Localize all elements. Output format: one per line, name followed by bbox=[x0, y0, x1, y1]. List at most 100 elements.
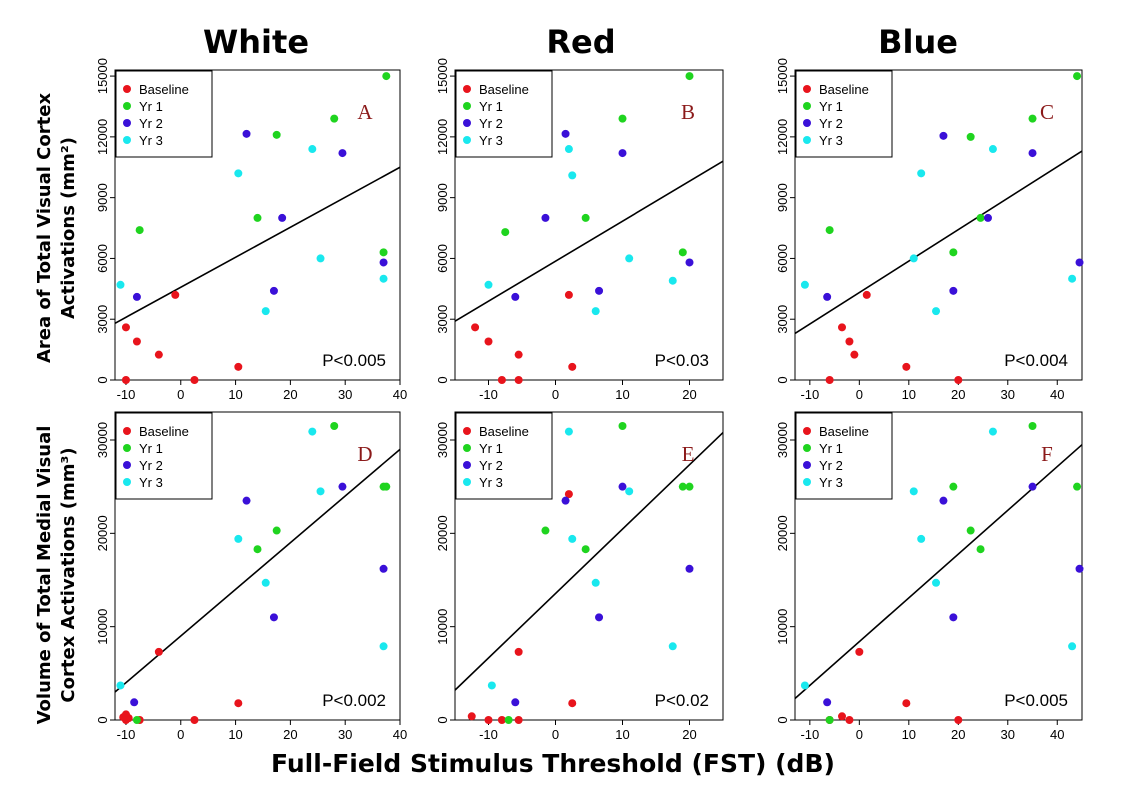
point-yr1-c bbox=[1028, 114, 1037, 123]
legend-marker-e bbox=[463, 461, 471, 469]
legend-label-d: Yr 1 bbox=[139, 441, 163, 456]
plot-frame-a bbox=[114, 69, 401, 381]
legend-e: Baseline Yr 1 Yr 2 Yr 3 bbox=[455, 412, 553, 500]
point-yr1-c bbox=[949, 248, 958, 257]
y-tick-label-b: 9000 bbox=[435, 183, 450, 212]
point-yr2-f bbox=[1028, 482, 1037, 491]
point-yr3-f bbox=[988, 427, 997, 436]
x-tick-label-b: -10 bbox=[479, 387, 498, 402]
point-yr2-f bbox=[823, 698, 832, 707]
point-yr2-f bbox=[1075, 564, 1084, 573]
point-baseline-a bbox=[190, 376, 199, 384]
p-value-c: P<0.004 bbox=[1004, 351, 1068, 370]
point-yr2-b bbox=[511, 292, 520, 301]
legend-marker-c bbox=[803, 102, 811, 110]
point-yr3-d bbox=[308, 427, 317, 436]
panel-letter-a: A bbox=[357, 100, 373, 124]
legend-f: Baseline Yr 1 Yr 2 Yr 3 bbox=[795, 412, 893, 500]
point-baseline-b bbox=[564, 290, 573, 299]
point-yr3-f bbox=[1068, 642, 1077, 651]
point-baseline-b bbox=[514, 350, 523, 359]
point-yr2-e bbox=[618, 482, 627, 491]
legend-label-a: Yr 3 bbox=[139, 133, 163, 148]
x-tick-label-c: 30 bbox=[1001, 387, 1015, 402]
point-baseline-c bbox=[838, 323, 847, 332]
point-yr3-d bbox=[316, 487, 325, 496]
x-tick-label-a: -10 bbox=[117, 387, 136, 402]
y-tick-label-c: 9000 bbox=[775, 183, 790, 212]
point-yr3-e bbox=[564, 427, 573, 436]
point-yr3-b bbox=[668, 276, 677, 285]
legend-label-f: Yr 1 bbox=[819, 441, 843, 456]
point-yr2-a bbox=[379, 258, 388, 267]
point-baseline-b bbox=[497, 376, 506, 384]
point-baseline-a bbox=[234, 362, 243, 371]
point-yr2-b bbox=[618, 149, 627, 158]
x-tick-label-d: 0 bbox=[177, 727, 184, 742]
point-yr3-a bbox=[234, 169, 243, 178]
point-baseline-b bbox=[471, 323, 480, 332]
y-tick-label-a: 3000 bbox=[95, 305, 110, 334]
point-yr3-c bbox=[1068, 274, 1077, 283]
legend-label-f: Yr 3 bbox=[819, 475, 843, 490]
point-yr3-a bbox=[116, 280, 125, 289]
point-yr3-f bbox=[909, 487, 918, 496]
x-tick-label-d: -10 bbox=[117, 727, 136, 742]
point-yr3-f bbox=[917, 534, 926, 543]
legend-box-f bbox=[795, 412, 893, 500]
point-yr2-f bbox=[939, 496, 948, 505]
point-yr1-c bbox=[976, 213, 985, 222]
y-tick-label-b: 15000 bbox=[435, 58, 450, 94]
point-yr1-b bbox=[618, 114, 627, 123]
row1-ylabel-line1: Area of Total Visual Cortex bbox=[34, 93, 55, 363]
x-tick-label-f: 0 bbox=[856, 727, 863, 742]
point-yr1-e bbox=[678, 482, 687, 491]
legend-label-d: Baseline bbox=[139, 424, 189, 439]
y-tick-label-a: 0 bbox=[95, 376, 110, 383]
p-value-d: P<0.002 bbox=[322, 691, 386, 710]
x-tick-label-a: 20 bbox=[283, 387, 297, 402]
panel-letter-b: B bbox=[681, 100, 695, 124]
legend-label-c: Baseline bbox=[819, 82, 869, 97]
point-yr2-c bbox=[949, 286, 958, 295]
y-tick-label-c: 3000 bbox=[775, 305, 790, 334]
point-yr2-e bbox=[561, 496, 570, 505]
legend-marker-e bbox=[463, 478, 471, 486]
point-baseline-a bbox=[132, 337, 141, 346]
point-yr2-d bbox=[338, 482, 347, 491]
legend-marker-f bbox=[803, 444, 811, 452]
p-value-b: P<0.03 bbox=[655, 351, 709, 370]
point-yr2-e bbox=[595, 613, 604, 622]
legend-box-e bbox=[455, 412, 553, 500]
point-yr3-a bbox=[316, 254, 325, 263]
point-yr3-a bbox=[261, 307, 270, 316]
panel-letter-e: E bbox=[682, 442, 695, 466]
point-baseline-b bbox=[484, 337, 493, 346]
point-yr1-b bbox=[678, 248, 687, 257]
legend-label-e: Yr 2 bbox=[479, 458, 503, 473]
point-yr1-a bbox=[253, 213, 262, 222]
y-tick-label-f: 30000 bbox=[775, 422, 790, 458]
point-yr2-b bbox=[561, 129, 570, 138]
point-yr2-d bbox=[379, 564, 388, 573]
y-tick-label-b: 0 bbox=[435, 376, 450, 383]
point-yr3-d bbox=[261, 578, 270, 587]
point-baseline-e bbox=[568, 699, 577, 708]
column-title-red: Red bbox=[546, 23, 615, 61]
legend-a: Baseline Yr 1 Yr 2 Yr 3 bbox=[115, 70, 213, 158]
point-yr1-d bbox=[272, 526, 281, 535]
regression-line-c bbox=[794, 150, 1083, 335]
row1-ylabel: Area of Total Visual Cortex Activations … bbox=[34, 93, 79, 363]
point-yr3-e bbox=[591, 578, 600, 587]
y-tick-label-c: 0 bbox=[775, 376, 790, 383]
point-baseline-d bbox=[234, 699, 243, 708]
x-tick-label-f: 40 bbox=[1050, 727, 1064, 742]
legend-marker-e bbox=[463, 427, 471, 435]
point-yr1-c bbox=[966, 132, 975, 141]
point-baseline-e bbox=[484, 716, 493, 724]
panel-e: -10 0 10 20 0 10000 20000 30000 Baseline Yr 1 Yr 2… bbox=[435, 411, 724, 742]
point-yr1-b bbox=[581, 213, 590, 222]
point-yr2-e bbox=[511, 698, 520, 707]
